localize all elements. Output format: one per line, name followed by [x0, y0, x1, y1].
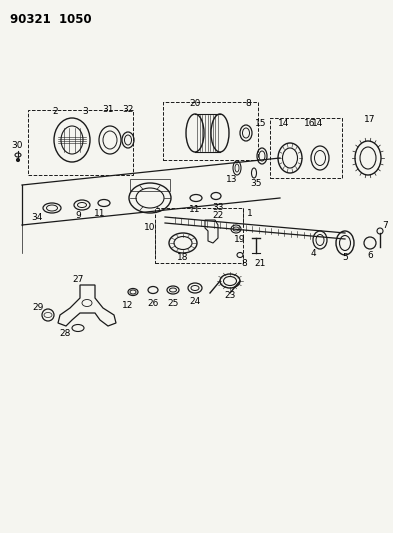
Bar [163, 102, 258, 160]
Text: 29: 29 [32, 303, 44, 312]
Text: 12: 12 [122, 301, 134, 310]
Circle shape [17, 158, 20, 161]
Text: 14: 14 [312, 118, 324, 127]
Text: 33: 33 [212, 204, 224, 213]
Bar [155, 208, 243, 263]
Text: 31: 31 [102, 106, 114, 115]
Text: 17: 17 [364, 116, 376, 125]
Text: 13: 13 [226, 175, 238, 184]
Text: 16: 16 [304, 118, 316, 127]
Text: 8: 8 [241, 260, 247, 269]
Text: 4: 4 [310, 248, 316, 257]
Text: 23: 23 [224, 290, 236, 300]
Bar [270, 118, 342, 178]
Text: 32: 32 [122, 106, 134, 115]
Text: 18: 18 [177, 254, 189, 262]
Bar [130, 179, 170, 191]
Text: 20: 20 [189, 99, 201, 108]
Text: 7: 7 [382, 221, 388, 230]
Text: 27: 27 [72, 276, 84, 285]
Text: 24: 24 [189, 296, 200, 305]
Text: 26: 26 [147, 298, 159, 308]
Text: 19: 19 [234, 236, 246, 245]
Text: 34: 34 [31, 213, 43, 222]
Text: 3: 3 [82, 107, 88, 116]
Text: 6: 6 [367, 251, 373, 260]
Text: 14: 14 [278, 118, 290, 127]
Text: 35: 35 [250, 179, 262, 188]
Text: 5: 5 [342, 253, 348, 262]
Text: 90321  1050: 90321 1050 [10, 13, 92, 26]
Text: 22: 22 [212, 211, 224, 220]
Text: 21: 21 [254, 259, 266, 268]
Text: 11: 11 [94, 209, 106, 219]
Text: 9: 9 [75, 212, 81, 221]
Text: 8: 8 [245, 99, 251, 108]
Text: 10: 10 [144, 223, 156, 232]
Text: 15: 15 [255, 118, 267, 127]
Text: 25: 25 [167, 298, 179, 308]
Text: 2: 2 [52, 107, 58, 116]
Text: 28: 28 [59, 328, 71, 337]
Text: 30: 30 [11, 141, 23, 149]
Text: 11: 11 [189, 206, 201, 214]
Text: 1: 1 [247, 208, 253, 217]
Bar [28, 110, 133, 175]
